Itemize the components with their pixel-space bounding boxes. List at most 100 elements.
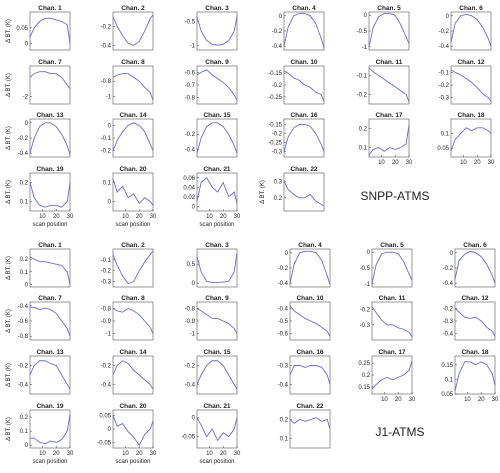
y-tick-label: -0.4 bbox=[278, 383, 289, 389]
plot-area bbox=[371, 301, 413, 341]
y-tick-label: 0 bbox=[285, 251, 289, 257]
y-tick-label: -0.4 bbox=[101, 383, 112, 389]
y-tick-label: -0.3 bbox=[278, 364, 289, 370]
x-tick-label: 20 bbox=[136, 451, 143, 457]
plot-area bbox=[112, 172, 154, 212]
data-line bbox=[196, 122, 238, 154]
y-tick-label: -0.6 bbox=[185, 70, 196, 76]
subplot-title: Chan. 8 bbox=[121, 59, 145, 66]
y-tick-label: 0.1 bbox=[359, 146, 368, 152]
plot-area bbox=[112, 118, 154, 158]
data-line bbox=[454, 361, 496, 392]
y-tick-label: -0.2 bbox=[443, 266, 454, 272]
y-tick-label: 0.02 bbox=[183, 195, 195, 201]
y-tick-label: 0.15 bbox=[358, 385, 370, 391]
subplot-title: Chan. 14 bbox=[119, 349, 146, 356]
x-tick-label: 30 bbox=[234, 451, 241, 457]
y-tick-label: -1 bbox=[190, 332, 196, 338]
plot-area bbox=[196, 172, 238, 212]
x-tick-label: 30 bbox=[492, 397, 499, 403]
subplot-title: Chan. 9 bbox=[205, 295, 229, 302]
y-tick-label: -0.8 bbox=[101, 79, 112, 85]
y-tick-label: 0.06 bbox=[183, 176, 195, 182]
y-tick-label: -0.5 bbox=[185, 20, 196, 26]
x-tick-label: 10 bbox=[122, 451, 129, 457]
y-tick-label: -1 bbox=[106, 94, 112, 100]
data-line bbox=[368, 67, 410, 103]
x-tick-label: 20 bbox=[220, 451, 227, 457]
y-tick-label: -0.8 bbox=[185, 306, 196, 312]
subplot-title: Chan. 1 bbox=[38, 242, 62, 249]
x-axis-label: scan position bbox=[115, 222, 150, 228]
subplot-title: Chan. 11 bbox=[379, 295, 406, 302]
x-tick-label: 30 bbox=[488, 160, 495, 166]
y-tick-label: 0 bbox=[108, 123, 112, 129]
data-line bbox=[29, 360, 71, 390]
y-tick-label: -0.2 bbox=[360, 308, 371, 314]
subplot-title: Chan. 13 bbox=[36, 349, 63, 356]
y-tick-label: -1 bbox=[365, 282, 371, 288]
y-tick-label: 0.15 bbox=[441, 363, 453, 369]
subplot-title: Chan. 20 bbox=[119, 166, 146, 173]
y-axis-label: Δ BT. (K) bbox=[6, 417, 12, 441]
y-tick-label: -0.4 bbox=[18, 383, 29, 389]
data-line bbox=[29, 17, 71, 44]
subplot-title: Chan. 17 bbox=[378, 349, 405, 356]
x-tick-label: 30 bbox=[67, 451, 74, 457]
plot-area bbox=[112, 65, 154, 105]
data-line bbox=[283, 13, 325, 48]
y-axis-label: Δ BT. (K) bbox=[6, 19, 12, 43]
x-tick-label: 20 bbox=[136, 214, 143, 220]
y-tick-label: -0.4 bbox=[278, 306, 289, 312]
x-axis-label: scan position bbox=[199, 222, 234, 228]
subplot-title: Chan. 3 bbox=[205, 5, 229, 12]
y-tick-label: -0.9 bbox=[101, 319, 112, 325]
data-line bbox=[289, 250, 331, 285]
x-tick-label: 10 bbox=[464, 397, 471, 403]
y-tick-label: -0.2 bbox=[18, 364, 29, 370]
y-tick-label: -0.8 bbox=[185, 96, 196, 102]
plot-area bbox=[196, 301, 238, 341]
y-tick-label: 0.1 bbox=[445, 377, 454, 383]
y-tick-label: 0 bbox=[108, 427, 112, 433]
subplot-title: Chan. 15 bbox=[203, 112, 230, 119]
y-tick-label: 0.2 bbox=[280, 418, 289, 424]
y-axis-label: Δ BT. (K) bbox=[260, 180, 266, 204]
plot-area bbox=[371, 248, 413, 288]
subplot-title: Chan. 4 bbox=[298, 242, 322, 249]
data-line bbox=[283, 123, 325, 152]
x-tick-label: 30 bbox=[67, 214, 74, 220]
x-axis-label: scan position bbox=[115, 459, 150, 465]
plot-area bbox=[29, 409, 71, 449]
y-axis-label: Δ BT. (K) bbox=[6, 363, 12, 387]
x-tick-label: 10 bbox=[39, 451, 46, 457]
y-tick-label: 0.1 bbox=[103, 181, 112, 187]
subplot-title: Chan. 6 bbox=[463, 242, 487, 249]
y-tick-label: 0.05 bbox=[437, 146, 449, 152]
y-tick-label: 0.2 bbox=[359, 127, 368, 133]
x-tick-label: 30 bbox=[234, 214, 241, 220]
y-tick-label: 0 bbox=[25, 121, 29, 127]
plot-area bbox=[29, 11, 71, 51]
y-tick-label: -0.4 bbox=[272, 44, 283, 50]
data-line bbox=[112, 73, 154, 101]
y-tick-label: -0.2 bbox=[272, 131, 283, 137]
data-line bbox=[196, 177, 238, 204]
plot-area bbox=[368, 65, 410, 105]
y-tick-label: 0.1 bbox=[280, 437, 289, 443]
group-label: SNPP-ATMS bbox=[360, 189, 429, 203]
plot-area bbox=[196, 248, 238, 288]
y-tick-label: 0.2 bbox=[274, 196, 283, 202]
y-tick-label: -0.15 bbox=[268, 122, 282, 128]
y-tick-label: -0.05 bbox=[181, 435, 195, 441]
y-tick-label: -0.2 bbox=[439, 83, 450, 89]
y-tick-label: -0.4 bbox=[18, 151, 29, 157]
x-tick-label: 10 bbox=[206, 214, 213, 220]
data-line bbox=[112, 178, 154, 206]
y-tick-label: 0 bbox=[450, 251, 454, 257]
subplot-title: Chan. 1 bbox=[38, 5, 62, 12]
subplot-title: Chan. 5 bbox=[380, 242, 404, 249]
x-tick-label: 10 bbox=[378, 160, 385, 166]
data-line bbox=[29, 182, 71, 208]
